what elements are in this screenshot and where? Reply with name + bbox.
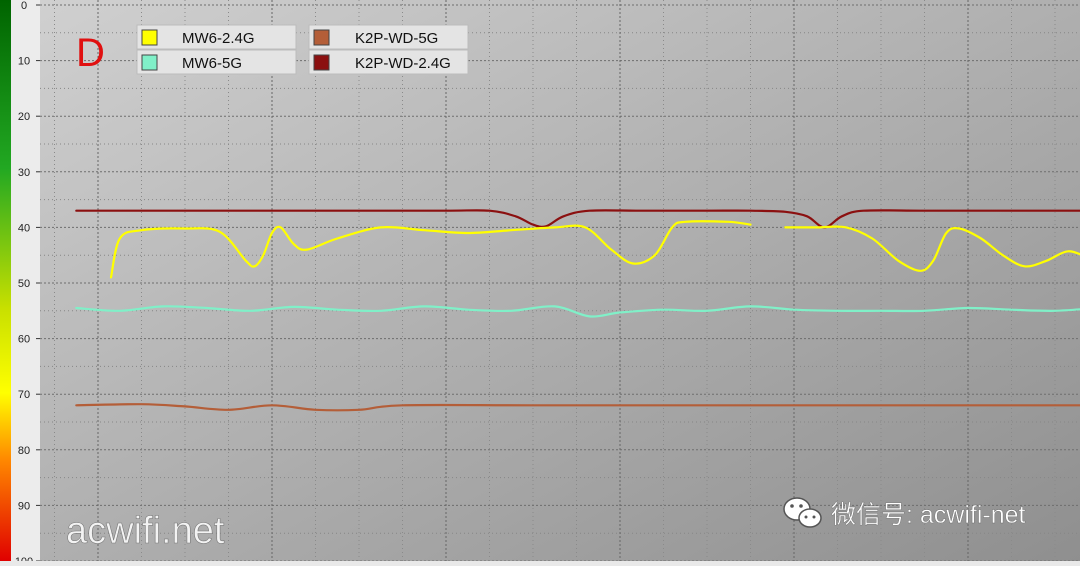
series-line-k2p-wd-2-4g [75,209,1080,229]
y-tick-label: 40 [18,222,30,234]
series-line-mw6-2-4g [784,225,1080,272]
legend-label-k2p-wd-5g: K2P-WD-5G [355,30,438,47]
series-lines [75,209,1080,412]
plot-background [40,0,1080,561]
panel-label: D [76,31,105,75]
series-line-k2p-wd-5g [75,403,1080,412]
wechat-logo [783,497,822,528]
y-tick-label: 50 [18,278,30,290]
legend: MW6-2.4G MW6-5G K2P-WD-5G K2P-WD-2.4G [136,24,469,75]
legend-box-4 [308,49,469,75]
y-tick-label: 10 [18,56,30,68]
y-tick-label: 20 [18,111,30,123]
y-tick-label: 100 [15,556,33,561]
legend-box-2 [136,49,297,75]
signal-color-scale [0,0,11,561]
y-tick-label: 90 [18,500,30,512]
y-tick-label: 80 [18,445,30,457]
legend-box-3 [308,24,469,50]
y-tick-label: 30 [18,167,30,179]
watermark-left: acwifi.net [66,510,225,552]
y-tick-label: 60 [18,334,30,346]
y-tick-label: 70 [18,389,30,401]
legend-swatch-k2p-wd-5g [313,29,330,46]
legend-label-k2p-wd-2-4g: K2P-WD-2.4G [355,55,451,72]
series-line-mw6-2-4g [109,220,752,279]
legend-swatch-mw6-2-4g [141,29,158,46]
legend-label-mw6-2-4g: MW6-2.4G [182,30,255,47]
series-line-mw6-5g [75,305,1080,318]
y-tick-label: 0 [21,0,27,12]
legend-swatch-k2p-wd-2-4g [313,54,330,71]
legend-swatch-mw6-5g [141,54,158,71]
grid [40,0,1080,562]
legend-box-1 [136,24,297,50]
legend-label-mw6-5g: MW6-5G [182,55,242,72]
watermark-right: 微信号: acwifi-net [831,501,1026,529]
